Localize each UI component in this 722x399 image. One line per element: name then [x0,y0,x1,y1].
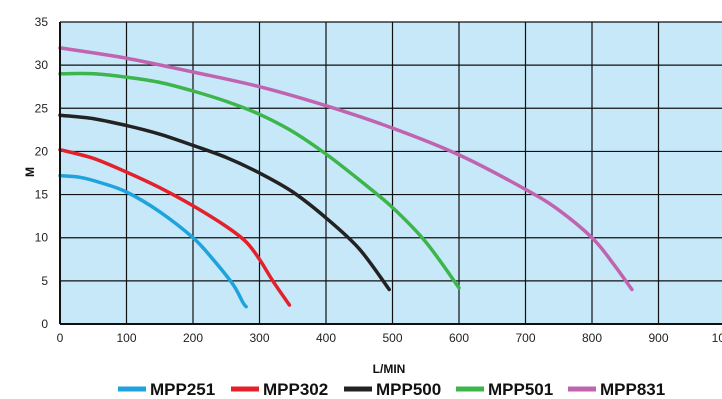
series-line-mpp500 [58,113,391,292]
legend-label-mpp302: MPP302 [263,380,328,399]
y-tick-label: 5 [41,274,48,288]
y-axis-label: M [23,167,37,177]
x-tick-labels: 0 100 200 300 400 500 600 700 800 900 1000 [57,331,722,345]
series-line-mpp251 [58,173,248,309]
x-tick-label: 100 [116,331,136,345]
y-tick-label: 20 [35,144,49,158]
y-tick-label: 0 [41,317,48,331]
x-tick-label: 900 [648,331,668,345]
x-axis-label: L/MIN [373,362,406,376]
series-line-mpp501 [58,71,461,290]
y-tick-label: 35 [35,15,49,29]
x-tick-label: 1000 [712,331,722,345]
legend-label-mpp501: MPP501 [488,380,553,399]
y-tick-label: 25 [35,101,49,115]
x-tick-label: 200 [183,331,203,345]
x-tick-label: 400 [316,331,336,345]
x-tick-label: 500 [382,331,402,345]
series-line-mpp831 [58,46,634,292]
legend-label-mpp500: MPP500 [376,380,441,399]
y-tick-label: 10 [35,231,49,245]
y-tick-label: 30 [35,58,49,72]
x-tick-label: 800 [582,331,602,345]
x-tick-label: 700 [515,331,535,345]
legend: MPP251 MPP302 MPP500 MPP501 MPP831 [118,380,665,399]
series-lines [58,46,634,309]
legend-label-mpp831: MPP831 [600,380,665,399]
x-tick-label: 600 [449,331,469,345]
x-tick-label: 0 [57,331,64,345]
plot-background [60,22,722,324]
y-tick-label: 15 [35,188,49,202]
x-tick-label: 300 [249,331,269,345]
y-tick-labels: 0 5 10 15 20 25 30 35 [35,15,49,331]
legend-label-mpp251: MPP251 [150,380,215,399]
series-line-mpp302 [58,147,292,307]
